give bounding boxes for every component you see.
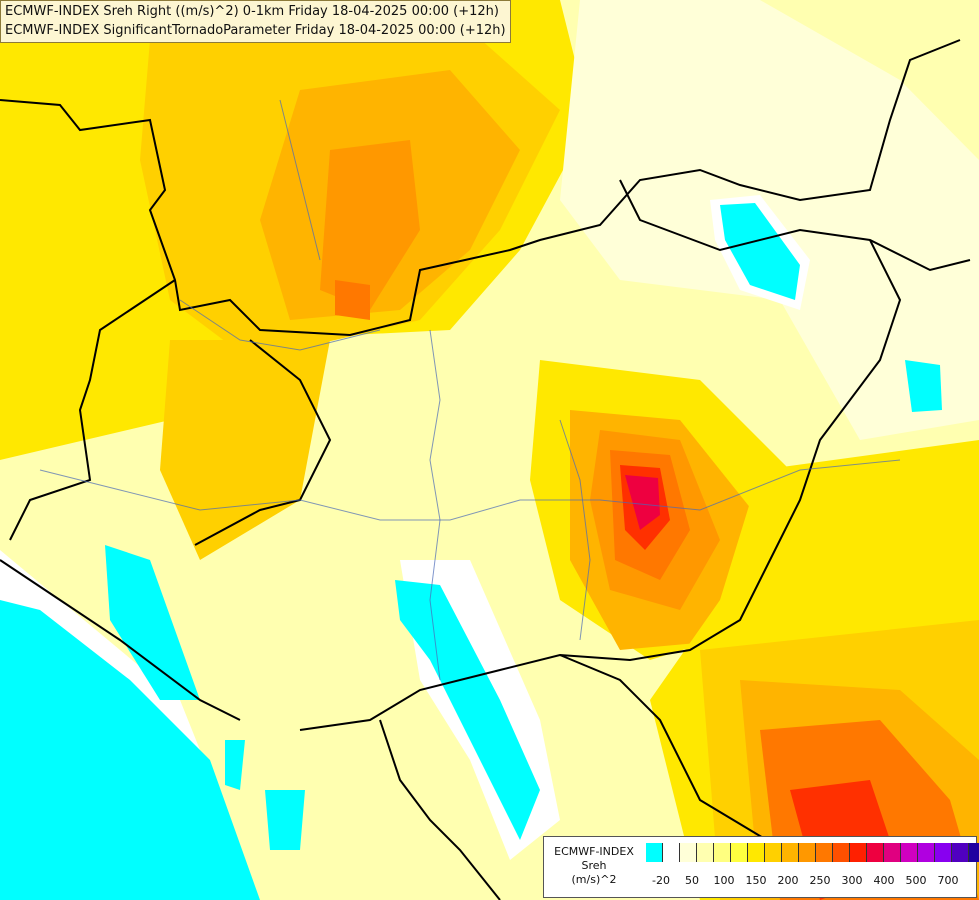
- field-cyan-east: [905, 360, 942, 412]
- country-border: [559, 654, 801, 861]
- legend-swatch: [935, 843, 952, 862]
- legend-swatch: [765, 843, 782, 862]
- legend-tick: 300: [841, 874, 863, 887]
- legend-swatch: [884, 843, 901, 862]
- legend-tick: 250: [809, 874, 831, 887]
- legend-swatches: [646, 843, 979, 862]
- country-border: [379, 719, 501, 900]
- legend-swatch: [663, 843, 680, 862]
- field-cyan-south: [395, 580, 540, 840]
- country-border: [619, 179, 971, 272]
- title-line-1: ECMWF-INDEX Sreh Right ((m/s)^2) 0-1km F…: [5, 4, 499, 19]
- field-redorange-north: [335, 280, 370, 320]
- country-border: [299, 239, 902, 731]
- legend-ticks: -20 50 100 150 200 250 300 400 500 700: [646, 874, 976, 888]
- river: [429, 329, 441, 681]
- legend-swatch: [867, 843, 884, 862]
- legend-swatch: [918, 843, 935, 862]
- legend-swatch: [714, 843, 731, 862]
- legend-swatch: [799, 843, 816, 862]
- legend-swatch: [816, 843, 833, 862]
- legend-swatch: [731, 843, 748, 862]
- field-orange-west: [160, 340, 330, 560]
- field-cyan-small-2: [265, 790, 305, 850]
- field-orange-dark: [320, 140, 420, 310]
- legend-swatch: [952, 843, 969, 862]
- river: [39, 459, 901, 521]
- field-crimson-core: [625, 475, 660, 530]
- legend-swatch: [680, 843, 697, 862]
- country-border: [194, 339, 332, 546]
- legend-swatch: [833, 843, 850, 862]
- legend-swatch: [697, 843, 714, 862]
- legend-tick: 700: [937, 874, 959, 887]
- legend-tick: -20: [652, 874, 670, 887]
- legend-label-param: Sreh: [581, 859, 607, 872]
- country-border: [9, 279, 176, 541]
- river: [279, 99, 321, 261]
- country-border: [0, 39, 961, 337]
- field-cyan-southwest: [0, 600, 260, 900]
- map-title: ECMWF-INDEX Sreh Right ((m/s)^2) 0-1km F…: [0, 0, 511, 43]
- legend-tick: 100: [713, 874, 735, 887]
- river: [559, 419, 591, 641]
- legend-tick: 50: [685, 874, 699, 887]
- legend-tick: 500: [905, 874, 927, 887]
- legend-tick: 150: [745, 874, 767, 887]
- title-line-2: ECMWF-INDEX SignificantTornadoParameter …: [5, 23, 506, 38]
- legend-swatch: [901, 843, 918, 862]
- country-border: [0, 559, 241, 721]
- legend-swatch: [969, 843, 979, 862]
- color-legend: ECMWF-INDEX Sreh (m/s)^2 -20 50 100 150 200 2…: [543, 836, 979, 898]
- field-cyan-sw2: [105, 545, 200, 700]
- legend-label-source: ECMWF-INDEX: [554, 845, 634, 858]
- legend-label-unit: (m/s)^2: [571, 873, 617, 886]
- legend-swatch: [748, 843, 765, 862]
- river: [179, 299, 381, 351]
- legend-swatch: [646, 843, 663, 862]
- legend-label: ECMWF-INDEX Sreh (m/s)^2: [544, 845, 644, 887]
- field-cyan-northeast: [720, 203, 800, 300]
- legend-tick: 200: [777, 874, 799, 887]
- legend-swatch: [782, 843, 799, 862]
- field-cyan-small-1: [225, 740, 245, 790]
- legend-swatch: [850, 843, 867, 862]
- legend-tick: 400: [873, 874, 895, 887]
